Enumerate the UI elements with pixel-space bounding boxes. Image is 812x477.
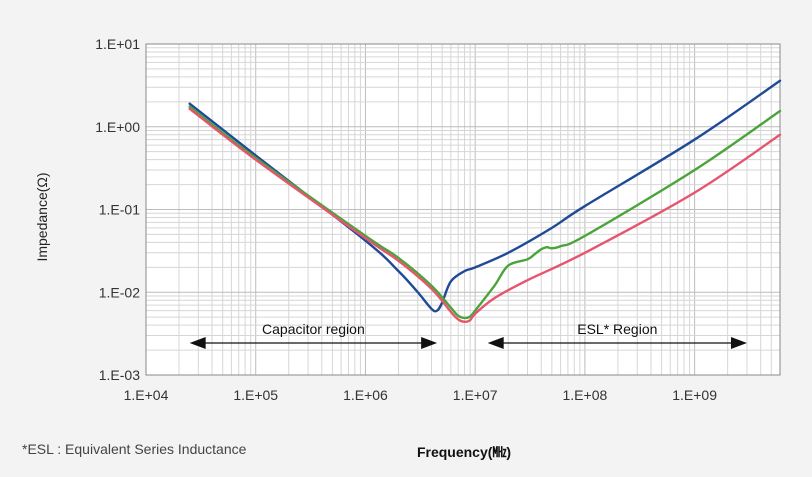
x-tick-label: 1.E+08 xyxy=(563,387,608,403)
series-lines xyxy=(188,79,782,323)
y-axis-ticks: 1.E+01 1.E+00 1.E-01 1.E-02 1.E-03 xyxy=(95,36,140,383)
region-arrow-head-left xyxy=(487,337,504,349)
y-tick-label: 1.E-01 xyxy=(99,202,140,218)
region-label: ESL* Region xyxy=(577,321,657,337)
series-line-1 xyxy=(188,79,782,313)
y-tick-label: 1.E+00 xyxy=(95,119,140,135)
x-tick-label: 1.E+07 xyxy=(453,387,498,403)
y-tick-label: 1.E-03 xyxy=(99,367,140,383)
y-axis-label: Impedance(Ω) xyxy=(34,172,50,261)
region-arrow-head-left xyxy=(189,337,206,349)
series-line-3 xyxy=(188,107,782,323)
plot-border xyxy=(145,43,781,376)
x-tick-label: 1.E+09 xyxy=(672,387,717,403)
region-annotations: Capacitor region ESL* Region xyxy=(189,321,747,349)
footnote-esl: *ESL : Equivalent Series Inductance xyxy=(22,441,247,457)
grid xyxy=(145,43,781,376)
region-arrow-head-right xyxy=(730,337,747,349)
y-tick-label: 1.E+01 xyxy=(95,36,140,52)
x-axis-label: Frequency(㎒) xyxy=(417,444,511,460)
x-tick-label: 1.E+05 xyxy=(233,387,278,403)
series-line-2 xyxy=(188,105,782,320)
x-axis-ticks: 1.E+04 1.E+05 1.E+06 1.E+07 1.E+08 1.E+09 xyxy=(124,387,718,403)
x-tick-label: 1.E+06 xyxy=(343,387,388,403)
region-arrow-head-right xyxy=(421,337,438,349)
region-label: Capacitor region xyxy=(262,321,365,337)
y-tick-label: 1.E-02 xyxy=(99,284,140,300)
x-tick-label: 1.E+04 xyxy=(124,387,169,403)
